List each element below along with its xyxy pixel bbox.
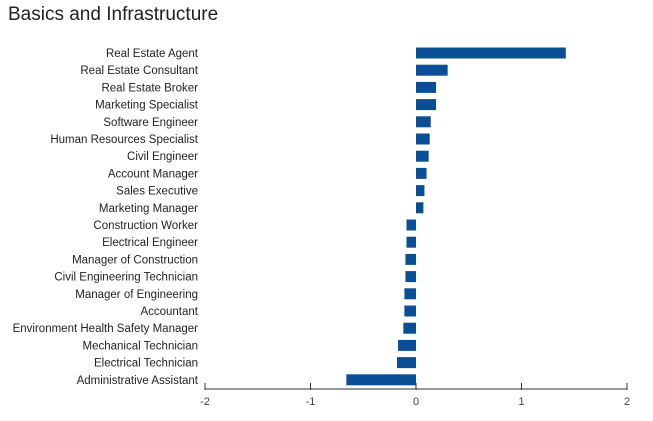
bar <box>416 64 448 76</box>
category-label: Electrical Engineer <box>102 237 198 249</box>
bar <box>404 288 416 300</box>
category-label: Account Manager <box>108 168 198 180</box>
category-label: Marketing Manager <box>99 203 198 215</box>
bar <box>416 133 430 145</box>
category-label: Human Resources Specialist <box>50 134 198 146</box>
category-label: Sales Executive <box>116 186 198 198</box>
bar <box>416 99 437 111</box>
category-label: Manager of Engineering <box>75 289 198 301</box>
category-label: Civil Engineering Technician <box>54 272 198 284</box>
chart-title: Basics and Infrastructure <box>8 4 219 25</box>
x-tick-label: 1 <box>518 396 524 408</box>
x-tick-label: -1 <box>306 396 316 408</box>
category-label: Manager of Construction <box>72 254 198 266</box>
bar <box>405 253 416 265</box>
category-label: Real Estate Consultant <box>80 65 198 77</box>
category-label: Real Estate Broker <box>101 82 198 94</box>
bar <box>406 219 416 231</box>
category-label: Real Estate Agent <box>106 48 199 60</box>
x-tick-label: 0 <box>413 396 419 408</box>
bar <box>405 271 416 283</box>
bar <box>416 202 424 214</box>
bar <box>416 167 427 179</box>
bar <box>346 374 416 386</box>
bar <box>416 116 431 128</box>
category-label: Software Engineer <box>103 117 198 129</box>
category-label: Marketing Specialist <box>95 100 199 112</box>
bars-group <box>346 47 566 386</box>
bar <box>416 81 437 93</box>
category-label: Mechanical Technician <box>83 340 199 352</box>
bar <box>406 236 416 248</box>
bar <box>416 185 425 197</box>
bar <box>404 305 416 317</box>
category-label: Accountant <box>140 306 198 318</box>
category-labels: Real Estate Agent Real Estate Consultant R… <box>13 48 199 387</box>
category-label: Electrical Technician <box>94 358 198 370</box>
bar <box>416 47 566 59</box>
category-label: Administrative Assistant <box>77 375 199 387</box>
x-tick-label: 2 <box>624 396 630 408</box>
category-label: Construction Worker <box>93 220 198 232</box>
bar <box>416 150 429 162</box>
bar <box>398 339 416 351</box>
x-tick-label: -2 <box>200 396 210 408</box>
x-axis: -2 -1 0 1 2 <box>200 383 630 408</box>
bar <box>397 357 416 369</box>
category-label: Environment Health Safety Manager <box>13 323 199 335</box>
bar <box>403 322 416 334</box>
category-label: Civil Engineer <box>127 151 198 163</box>
